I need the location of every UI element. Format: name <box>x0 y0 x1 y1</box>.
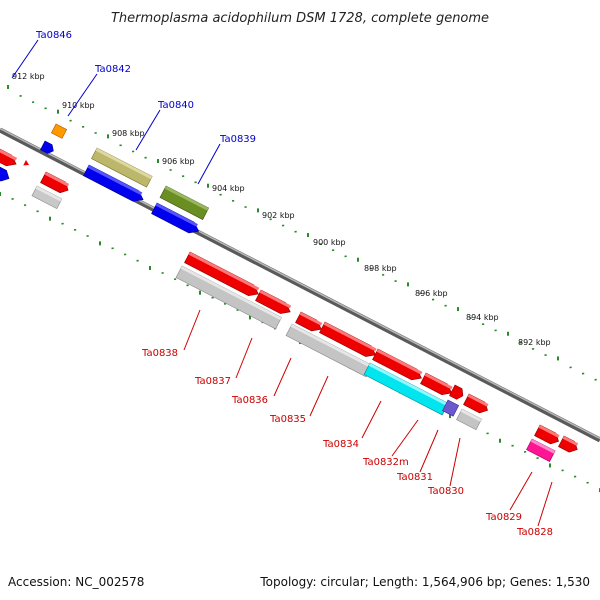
gene-label-ta0830[interactable]: Ta0830 <box>427 486 464 497</box>
gene-block[interactable] <box>442 399 460 417</box>
kbp-scale: 912 kbp 910 kbp 908 kbp 906 kbp 904 kbp … <box>12 72 551 347</box>
gene-block[interactable] <box>151 202 201 237</box>
gene-features <box>0 123 579 462</box>
gene-block[interactable] <box>372 348 424 384</box>
gene-label-ta0837[interactable]: Ta0837 <box>194 376 231 387</box>
gene-block[interactable] <box>558 435 579 455</box>
kbp-label: 910 kbp <box>62 101 95 110</box>
gene-block[interactable] <box>255 289 292 317</box>
gene-block[interactable] <box>175 265 282 330</box>
gene-label-ta0838[interactable]: Ta0838 <box>141 348 178 359</box>
gene-label-ta0836[interactable]: Ta0836 <box>231 395 268 406</box>
gene-label-ta0834[interactable]: Ta0834 <box>322 439 359 450</box>
gene-block[interactable] <box>420 372 454 398</box>
kbp-label: 898 kbp <box>364 264 397 273</box>
kbp-label: 892 kbp <box>518 338 551 347</box>
kbp-label: 908 kbp <box>112 129 145 138</box>
gene-block[interactable] <box>91 147 153 188</box>
gene-label-ta0832m[interactable]: Ta0832m <box>362 457 409 468</box>
gene-label-ta0846[interactable]: Ta0846 <box>35 30 72 41</box>
gene-label-ta0828[interactable]: Ta0828 <box>516 527 553 538</box>
gene-block[interactable] <box>40 171 70 196</box>
kbp-label: 904 kbp <box>212 184 245 193</box>
gene-block[interactable] <box>51 123 68 139</box>
gene-label-ta0840[interactable]: Ta0840 <box>157 100 194 111</box>
gene-block[interactable] <box>0 163 12 184</box>
accession-text: Accession: NC_002578 <box>8 575 144 589</box>
gene-block[interactable] <box>456 408 482 431</box>
gene-block[interactable] <box>40 140 55 155</box>
gene-block[interactable] <box>534 424 561 447</box>
kbp-label: 900 kbp <box>313 238 346 247</box>
kbp-label: 902 kbp <box>262 211 295 220</box>
tick-tracks <box>0 85 600 493</box>
gene-block[interactable] <box>31 185 63 210</box>
genome-summary-text: Topology: circular; Length: 1,564,906 bp… <box>259 575 590 589</box>
gene-block[interactable] <box>463 393 490 416</box>
gene-block[interactable] <box>449 384 465 401</box>
gene-block[interactable] <box>184 251 261 299</box>
gene-label-ta0839[interactable]: Ta0839 <box>219 134 256 145</box>
gene-labels: Ta0846 Ta0842 Ta0840 Ta0839 Ta0838 Ta083… <box>35 30 553 538</box>
gene-block[interactable] <box>23 160 30 168</box>
gene-block[interactable] <box>295 311 324 335</box>
kbp-label: 912 kbp <box>12 72 45 81</box>
kbp-label: 896 kbp <box>415 289 448 298</box>
gene-label-ta0835[interactable]: Ta0835 <box>269 414 306 425</box>
gene-label-ta0829[interactable]: Ta0829 <box>485 512 522 523</box>
kbp-label: 894 kbp <box>466 313 499 322</box>
map-title: Thermoplasma acidophilum DSM 1728, compl… <box>111 11 489 26</box>
gene-block[interactable] <box>83 164 145 205</box>
gene-block[interactable] <box>319 321 378 360</box>
gene-label-ta0842[interactable]: Ta0842 <box>94 64 131 75</box>
gene-label-ta0831[interactable]: Ta0831 <box>396 472 433 483</box>
gene-block[interactable] <box>0 145 19 170</box>
kbp-label: 906 kbp <box>162 157 195 166</box>
gene-block[interactable] <box>526 438 556 462</box>
gene-block[interactable] <box>159 185 210 220</box>
label-leaders <box>11 39 553 527</box>
